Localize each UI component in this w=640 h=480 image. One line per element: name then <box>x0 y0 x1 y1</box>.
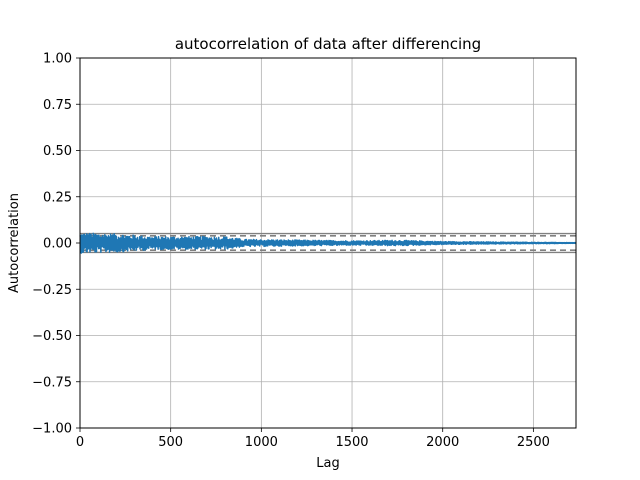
y-axis-ticks: 1.00 0.75 0.50 0.25 0.00 −0.25 −0.50 −0.75 −1.00 <box>32 52 80 437</box>
series-layer <box>79 232 577 254</box>
y-tick-label: −0.25 <box>32 283 72 298</box>
x-tick-label: 1500 <box>335 435 368 450</box>
autocorrelation-series-line <box>79 232 577 254</box>
x-axis-ticks: 0 500 1000 1500 2000 2500 <box>76 428 550 450</box>
chart-title: autocorrelation of data after differenci… <box>175 35 481 53</box>
x-tick-label: 2500 <box>517 435 550 450</box>
y-tick-label: −0.75 <box>32 375 72 390</box>
y-tick-label: −1.00 <box>32 422 72 437</box>
x-tick-label: 500 <box>158 435 183 450</box>
y-tick-label: 0.50 <box>43 144 72 159</box>
y-tick-label: 0.00 <box>43 237 72 252</box>
x-axis-label: Lag <box>316 456 339 471</box>
y-tick-label: 0.25 <box>43 190 72 205</box>
x-tick-label: 0 <box>76 435 84 450</box>
y-tick-label: 0.75 <box>43 98 72 113</box>
y-tick-label: −0.50 <box>32 329 72 344</box>
y-tick-label: 1.00 <box>43 52 72 67</box>
y-axis-label: Autocorrelation <box>7 193 22 293</box>
x-tick-label: 1000 <box>245 435 278 450</box>
x-tick-label: 2000 <box>426 435 459 450</box>
